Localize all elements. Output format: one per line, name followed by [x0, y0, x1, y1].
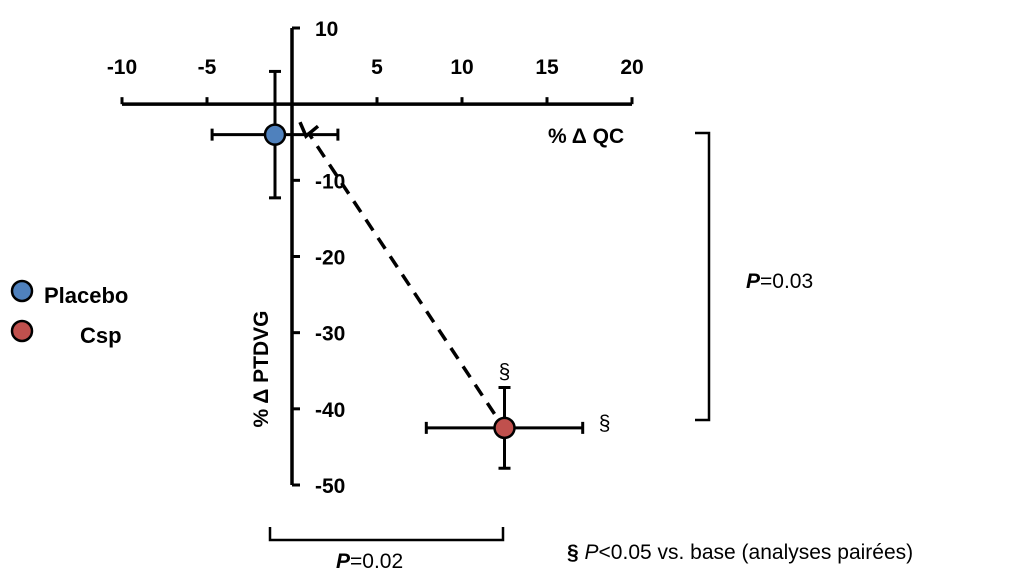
section-mark-horizontal: §: [599, 412, 611, 435]
y-ticks: 10 -10 -20 -30 -40 -50: [292, 18, 345, 498]
y-tick-label: -10: [315, 170, 345, 193]
footnote: § P<0.05 vs. base (analyses pairées): [567, 541, 913, 564]
y-axis-label: % Δ PTDVG: [250, 311, 273, 428]
section-mark-vertical: §: [499, 361, 511, 384]
legend-label-csp: Csp: [80, 323, 122, 348]
p-value-horizontal: P=0.02: [336, 550, 403, 573]
csp-data-point: [493, 416, 516, 440]
x-tick-label: 15: [535, 56, 559, 79]
y-tick-label: -30: [315, 323, 345, 346]
placebo-data-point: [263, 123, 287, 146]
bracket-vertical: [695, 131, 711, 422]
x-tick-label: 10: [450, 56, 473, 79]
x-tick-label: 5: [371, 56, 383, 79]
legend-label-placebo: Placebo: [44, 283, 128, 308]
x-ticks: -10 -5 5 10 15 20: [107, 56, 644, 105]
y-tick-label: -20: [315, 247, 345, 270]
dashed-connector-line: [306, 131, 496, 415]
x-tick-label: -10: [107, 56, 137, 79]
legend: Placebo Csp: [10, 279, 128, 348]
x-tick-label: 20: [620, 56, 643, 79]
y-tick-label: -40: [315, 399, 345, 422]
y-tick-label: -50: [315, 475, 345, 498]
legend-marker-placebo: [10, 279, 34, 303]
legend-marker-csp: [10, 319, 34, 343]
arrowhead-icon: [298, 121, 320, 140]
p-value-vertical: P=0.03: [746, 270, 813, 293]
data-points: [210, 69, 585, 470]
y-tick-label: 10: [315, 18, 338, 41]
bracket-horizontal: [268, 527, 505, 542]
x-tick-label: -5: [198, 56, 217, 79]
x-axis-label: % Δ QC: [548, 125, 624, 148]
